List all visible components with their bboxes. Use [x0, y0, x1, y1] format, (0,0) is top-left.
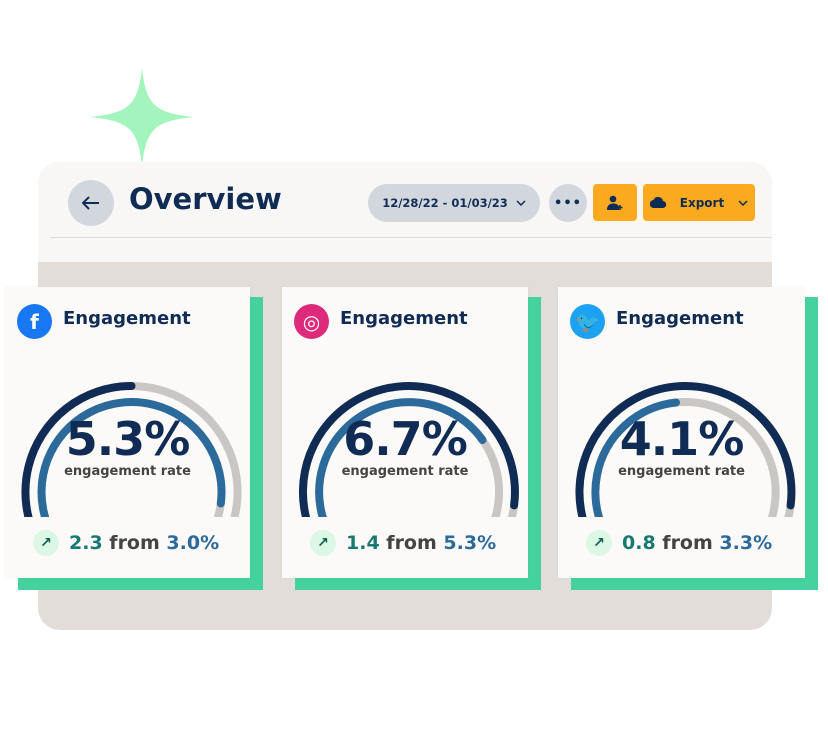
inner-progress-arc: [591, 398, 680, 517]
inner-track: [213, 499, 225, 517]
trend-up-icon: ↗: [33, 530, 59, 556]
card-instagram-engagement: ◎ Engagement 6.7% engagement rate ↗ 1.4 …: [282, 287, 528, 578]
delta-value: 1.4: [346, 532, 380, 554]
from-label: from: [386, 532, 437, 554]
header: Overview 12/28/22 - 01/03/23 ••• Export: [38, 162, 772, 262]
outer-track: [127, 382, 242, 517]
change-summary: ↗ 0.8 from 3.3%: [586, 530, 772, 556]
engagement-label: engagement rate: [618, 464, 745, 479]
inner-track: [478, 436, 504, 517]
previous-value: 3.3%: [719, 532, 773, 554]
page-title: Overview: [129, 182, 282, 216]
outer-progress-arc: [21, 382, 136, 517]
instagram-logo-icon: ◎: [294, 304, 329, 339]
delta-value: 0.8: [622, 532, 656, 554]
engagement-gauge: [299, 382, 519, 517]
date-range-picker[interactable]: 12/28/22 - 01/03/23: [368, 184, 540, 222]
outer-progress-arc: [575, 382, 796, 517]
facebook-logo-icon: f: [17, 304, 52, 339]
sparkle-icon: [90, 68, 194, 166]
inner-progress-arc: [315, 398, 487, 517]
engagement-value: 4.1%: [619, 412, 745, 466]
chevron-down-icon: [738, 199, 748, 206]
twitter-logo-icon: 🐦: [570, 304, 605, 339]
change-summary: ↗ 2.3 from 3.0%: [33, 530, 219, 556]
card-twitter-engagement: 🐦 Engagement 4.1% engagement rate ↗ 0.8 …: [558, 287, 805, 578]
card-title: Engagement: [63, 308, 191, 329]
add-user-button[interactable]: [593, 184, 637, 221]
user-plus-icon: [607, 195, 623, 210]
engagement-value: 6.7%: [343, 412, 468, 466]
outer-progress-arc: [299, 382, 519, 517]
previous-value: 5.3%: [443, 532, 497, 554]
previous-value: 3.0%: [166, 532, 220, 554]
cloud-icon: [649, 197, 666, 208]
date-range-label: 12/28/22 - 01/03/23: [382, 196, 508, 210]
inner-progress-arc: [37, 398, 226, 517]
engagement-gauge: [575, 382, 796, 517]
chevron-down-icon: [516, 200, 526, 206]
export-button[interactable]: Export: [643, 184, 755, 221]
trend-up-icon: ↗: [310, 530, 336, 556]
outer-track: [507, 501, 519, 517]
trend-up-icon: ↗: [586, 530, 612, 556]
back-button[interactable]: [68, 180, 114, 226]
arrow-left-icon: [82, 196, 99, 210]
outer-track: [784, 501, 795, 517]
card-title: Engagement: [340, 308, 468, 329]
engagement-value: 5.3%: [65, 412, 191, 466]
more-options-button[interactable]: •••: [549, 184, 587, 222]
change-summary: ↗ 1.4 from 5.3%: [310, 530, 496, 556]
card-title: Engagement: [616, 308, 744, 329]
divider: [50, 237, 772, 238]
from-label: from: [662, 532, 713, 554]
engagement-label: engagement rate: [341, 464, 469, 479]
engagement-gauge: [21, 382, 242, 517]
delta-value: 2.3: [69, 532, 103, 554]
engagement-label: engagement rate: [64, 464, 191, 479]
from-label: from: [109, 532, 160, 554]
inner-track: [672, 398, 780, 517]
export-label: Export: [679, 195, 725, 210]
card-facebook-engagement: f Engagement 5.3% engagement rate ↗ 2.3 …: [5, 287, 250, 578]
